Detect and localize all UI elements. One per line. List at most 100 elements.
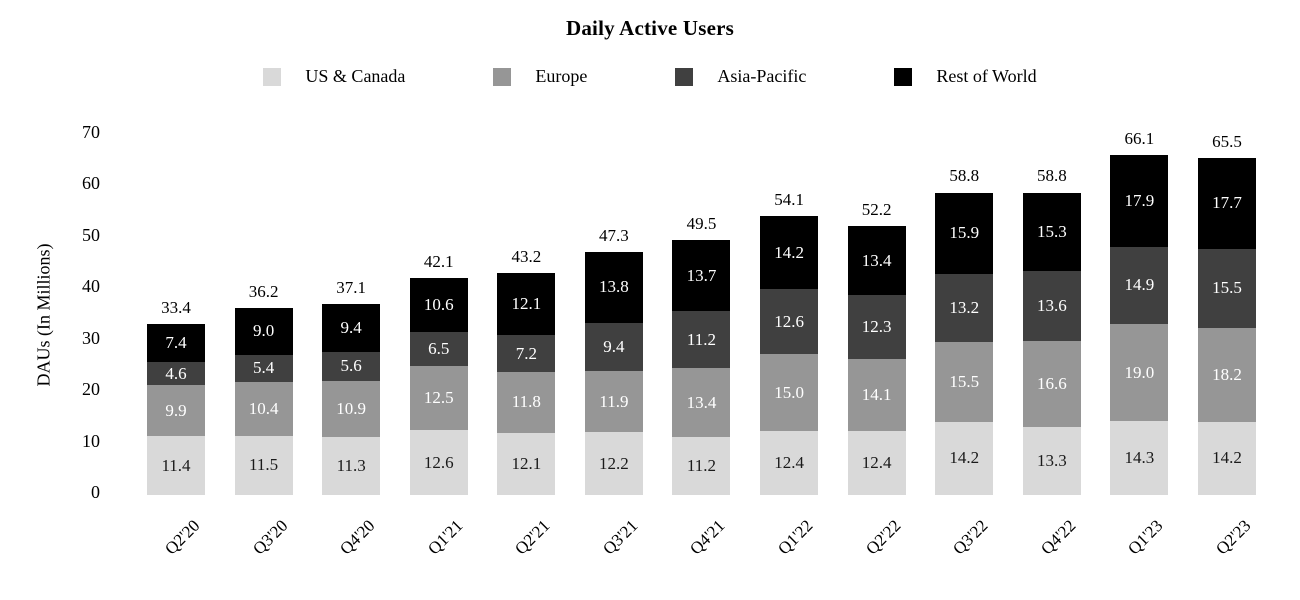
bar-segment-europe: 14.1 [847, 358, 906, 432]
bar-segment-rest-of-world: 9.4 [322, 303, 381, 352]
legend-label: Rest of World [936, 66, 1037, 86]
legend-item-europe: Europe [493, 66, 587, 87]
x-axis-tick-label: Q2'20 [161, 516, 204, 559]
bar-group-q2-23: 14.2 18.2 15.5 17.7 [1197, 157, 1256, 495]
bar-segment-value-label: 12.6 [774, 311, 804, 331]
bar-segment-value-label: 14.9 [1124, 275, 1155, 295]
bar-total-label: 52.2 [861, 200, 892, 220]
bar-segment-value-label: 11.5 [249, 455, 279, 475]
bar-segment-europe: 15.5 [935, 342, 994, 422]
bar-segment-value-label: 11.4 [161, 455, 191, 475]
bar-segment-value-label: 11.9 [599, 391, 629, 411]
bar-segment-asia-pacific: 15.5 [1197, 248, 1256, 329]
x-axis-tick-label: Q2'22 [861, 516, 905, 559]
bar-segment-value-label: 18.2 [1212, 365, 1242, 385]
bar-segment-value-label: 15.5 [1212, 278, 1242, 298]
bar-segment-asia-pacific: 14.9 [1110, 247, 1169, 324]
x-axis-tick-label: Q2'23 [1212, 516, 1255, 559]
bar-segment-value-label: 10.6 [423, 295, 454, 315]
bar-segment-us-canada: 13.3 [1022, 426, 1081, 495]
x-axis-tick-label: Q3'20 [248, 516, 292, 559]
legend-label: Europe [535, 66, 588, 86]
bar-segment-europe: 12.5 [409, 365, 468, 431]
y-axis-tick-label: 20 [82, 379, 100, 400]
x-axis-tick-label: Q4'20 [336, 516, 379, 559]
bar-segment-value-label: 13.4 [686, 392, 717, 412]
bar-segment-value-label: 12.1 [511, 293, 542, 313]
legend-label: US & Canada [305, 66, 406, 86]
bar-group-q4-21: 11.2 13.4 11.2 13.7 [672, 240, 731, 495]
bar-segment-value-label: 11.3 [336, 455, 366, 475]
legend-swatch-us-canada [263, 67, 282, 86]
bar-segment-rest-of-world: 17.9 [1110, 154, 1169, 248]
bar-segment-value-label: 5.6 [340, 356, 362, 376]
bar-segment-value-label: 13.8 [599, 277, 629, 297]
bar-segment-europe: 11.9 [584, 371, 643, 433]
y-axis-tick-label: 70 [82, 121, 100, 142]
legend-swatch-europe [493, 67, 512, 86]
y-axis-tick-label: 0 [91, 482, 100, 502]
bar-segment-us-canada: 14.3 [1110, 421, 1169, 495]
bar-group-q3-20: 11.5 10.4 5.4 9.0 [234, 308, 293, 495]
bar-segment-asia-pacific: 12.6 [760, 289, 819, 355]
bar-segment-value-label: 7.4 [165, 332, 187, 352]
bar-segment-value-label: 14.2 [774, 242, 804, 262]
bar-group-q4-20: 11.3 10.9 5.6 9.4 [322, 303, 381, 495]
bar-segment-us-canada: 14.2 [935, 421, 994, 495]
bar-segment-rest-of-world: 13.7 [672, 240, 731, 311]
bar-group-q4-22: 13.3 16.6 13.6 15.3 [1022, 192, 1081, 495]
x-axis-tick-label: Q3'22 [949, 516, 992, 559]
bar-segment-value-label: 9.0 [252, 321, 275, 341]
bar-segment-europe: 15.0 [760, 354, 819, 432]
bar-segment-asia-pacific: 6.5 [409, 332, 468, 366]
bar-group-q2-21: 12.1 11.8 7.2 12.1 [497, 272, 556, 495]
bar-group-q2-20: 11.4 9.9 4.6 7.4 [147, 323, 205, 495]
bar-segment-value-label: 11.2 [686, 456, 717, 476]
bar-segment-europe: 9.9 [147, 385, 205, 437]
bar-segment-value-label: 9.9 [165, 400, 187, 420]
bar-segment-value-label: 13.4 [861, 250, 892, 270]
bar-segment-value-label: 11.8 [511, 392, 541, 412]
bar-segment-rest-of-world: 13.4 [847, 226, 906, 296]
bar-total-label: 36.2 [248, 282, 279, 302]
bar-total-label: 47.3 [599, 225, 629, 245]
bar-segment-asia-pacific: 11.2 [672, 310, 731, 369]
bar-group-q3-21: 12.2 11.9 9.4 13.8 [584, 251, 643, 495]
bar-segment-rest-of-world: 14.2 [760, 216, 819, 290]
bar-segment-rest-of-world: 15.3 [1022, 192, 1081, 272]
bar-segment-us-canada: 11.2 [672, 437, 731, 495]
bar-segment-asia-pacific: 13.2 [935, 274, 994, 343]
bar-segment-rest-of-world: 13.8 [584, 251, 643, 323]
y-axis-tick-label: 60 [82, 173, 100, 194]
legend-item-us-canada: US & Canada [263, 66, 405, 87]
bar-segment-value-label: 14.2 [949, 448, 980, 468]
bar-segment-us-canada: 12.1 [497, 432, 556, 495]
bar-total-label: 37.1 [336, 277, 367, 297]
y-axis-title: DAUs (In Millions) [33, 243, 54, 387]
bar-segment-value-label: 16.6 [1036, 373, 1067, 393]
bar-segment-europe: 16.6 [1022, 341, 1081, 427]
bar-segment-asia-pacific: 13.6 [1022, 271, 1081, 342]
bar-total-label: 65.5 [1212, 131, 1242, 151]
bar-segment-us-canada: 11.5 [234, 435, 293, 495]
bar-segment-value-label: 14.1 [861, 384, 892, 404]
x-axis-tick-label: Q1'22 [774, 516, 817, 559]
bar-group-q1-23: 14.3 19.0 14.9 17.9 [1110, 154, 1169, 495]
bar-segment-value-label: 19.0 [1124, 362, 1155, 382]
bar-segment-rest-of-world: 12.1 [497, 272, 556, 336]
bar-segment-europe: 10.4 [234, 382, 293, 436]
bar-segment-us-canada: 12.4 [847, 431, 906, 495]
bar-total-label: 43.2 [511, 246, 542, 266]
y-axis-tick-label: 10 [82, 430, 100, 451]
y-axis-tick-label: 30 [82, 327, 100, 348]
bar-segment-value-label: 13.2 [949, 298, 980, 318]
bar-segment-value-label: 12.2 [599, 453, 629, 473]
bar-segment-rest-of-world: 17.7 [1197, 157, 1256, 249]
bar-total-label: 66.1 [1124, 128, 1155, 148]
bar-segment-europe: 11.8 [497, 372, 556, 433]
bar-segment-asia-pacific: 4.6 [147, 361, 205, 386]
bar-segment-value-label: 14.3 [1124, 448, 1155, 468]
bar-segment-value-label: 12.4 [861, 453, 892, 473]
bar-segment-value-label: 15.0 [774, 382, 804, 402]
bar-segment-value-label: 13.7 [686, 265, 717, 285]
